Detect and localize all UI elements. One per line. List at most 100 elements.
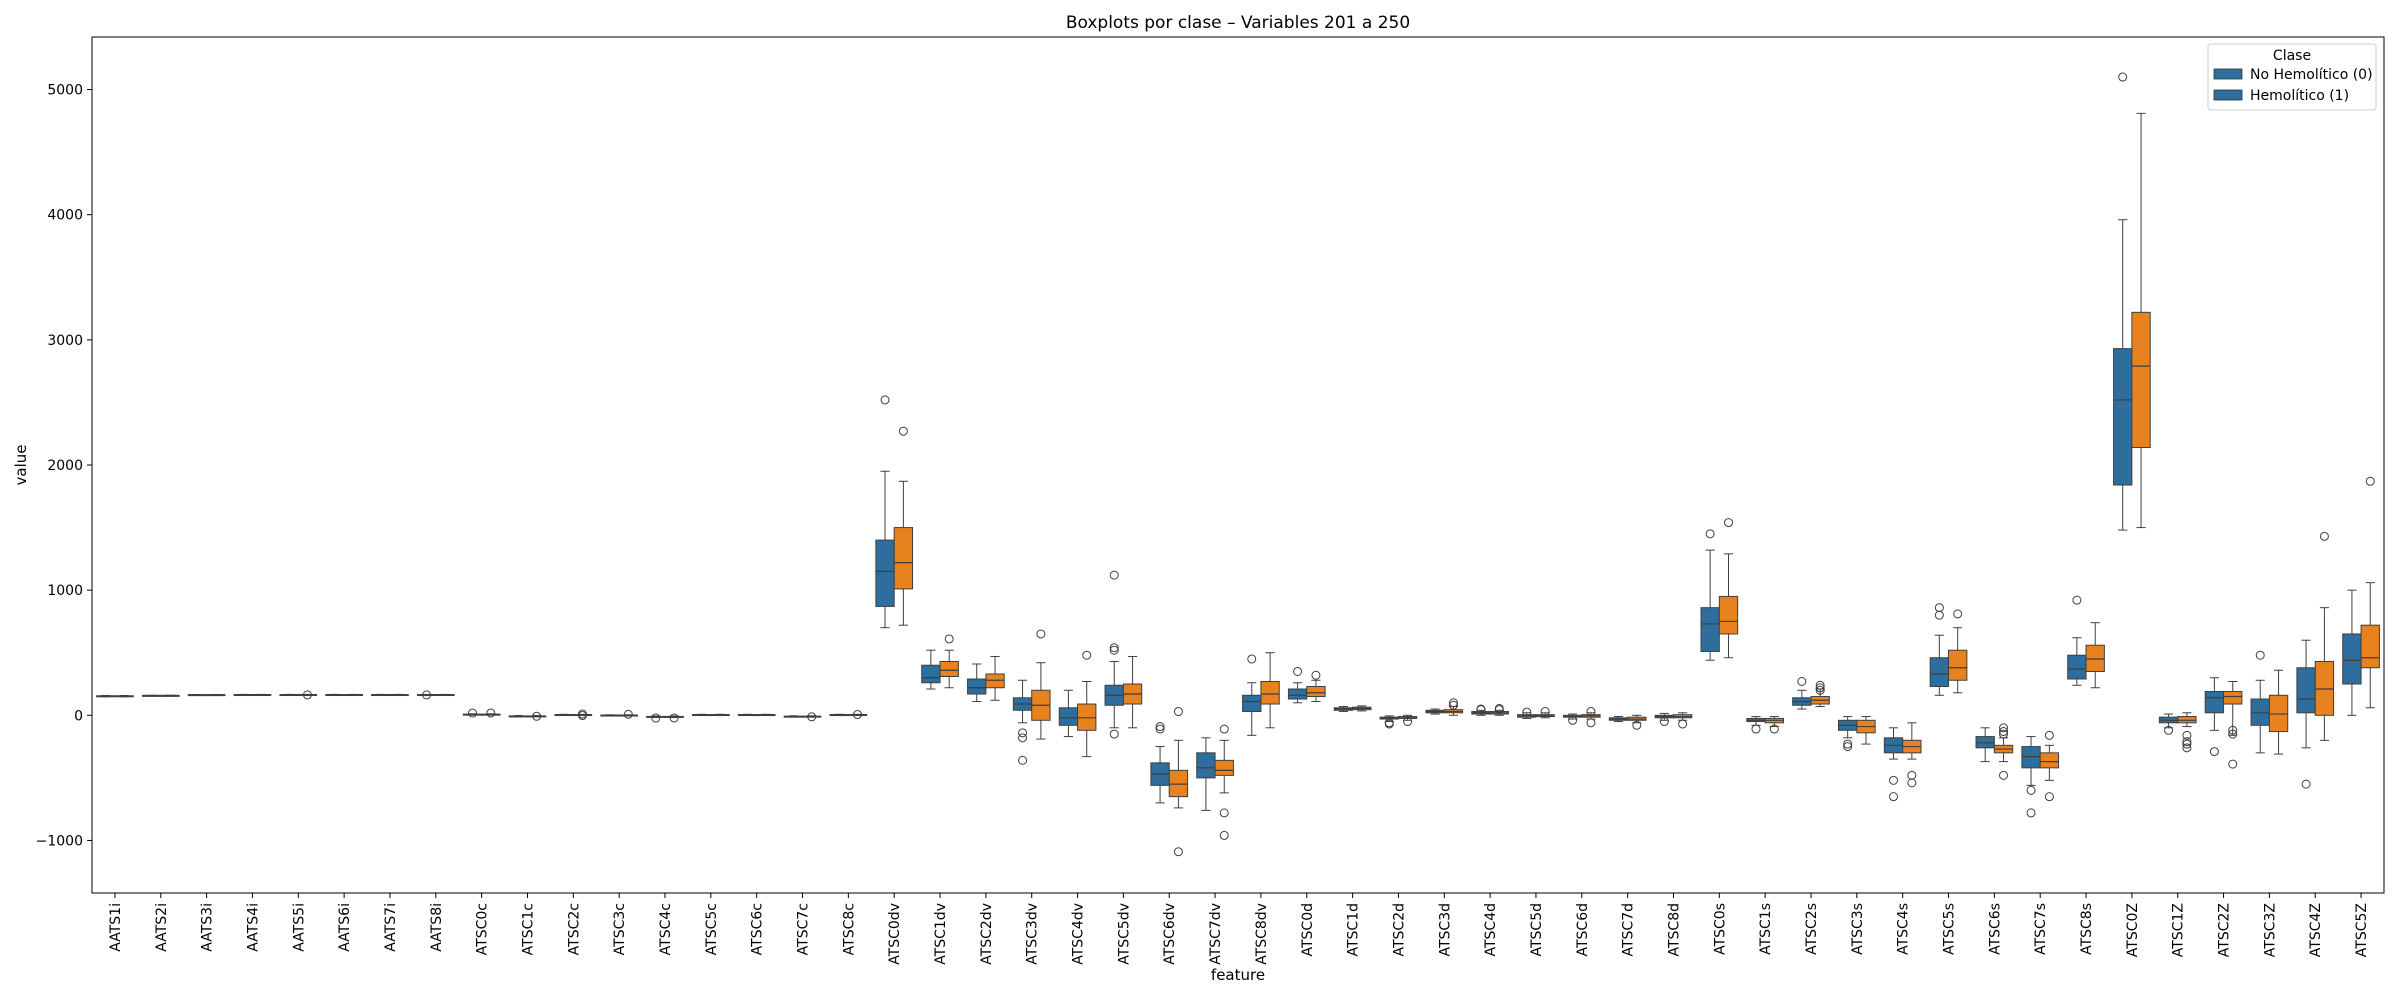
outlier-point	[422, 690, 432, 700]
x-tick-label: ATSC3Z	[2262, 903, 2278, 957]
outlier-point	[2255, 650, 2265, 660]
box-ATSC1c-class-0	[508, 715, 528, 718]
box-ATSC1Z-class-0	[2158, 713, 2179, 735]
x-tick-label: ATSC0d	[1300, 903, 1316, 957]
box-iqr	[1077, 703, 1097, 731]
box-ATSC4s-class-1	[1902, 722, 1922, 788]
x-tick-label: ATSC4Z	[2308, 903, 2324, 957]
legend-swatch-class-0	[2213, 68, 2243, 80]
box-iqr	[1306, 686, 1326, 698]
box-ATSC3s-class-1	[1856, 716, 1876, 745]
box-ATSC4Z-class-0	[2296, 639, 2316, 789]
box-ATSC8d-class-1	[1672, 712, 1693, 729]
y-tick-label: 0	[74, 708, 83, 724]
box-iqr	[2204, 691, 2225, 714]
box-ATSC5Z-class-1	[2360, 476, 2380, 709]
box-ATSC0d-class-1	[1306, 670, 1326, 703]
box-iqr	[2250, 698, 2270, 726]
legend: Clase No Hemolítico (0) Hemolítico (1)	[2207, 43, 2377, 111]
box-iqr	[2314, 660, 2335, 716]
outlier-point	[467, 708, 477, 718]
x-tick-label: ATSC5Z	[2354, 903, 2370, 957]
box-AATS7i-class-1	[389, 693, 409, 697]
outlier-point	[1999, 729, 2009, 739]
outlier-point	[1155, 724, 1165, 734]
x-tick-label: ATSC0s	[1712, 903, 1728, 955]
x-tick-label: ATSC6d	[1575, 903, 1591, 957]
box-ATSC1dv-class-0	[921, 649, 941, 690]
outlier-point	[1109, 570, 1119, 580]
box-ATSC7d-class-0	[1608, 716, 1629, 723]
x-tick-label: ATSC3s	[1850, 903, 1866, 955]
box-ATSC1d-class-0	[1333, 706, 1354, 713]
y-tick-label: 2000	[47, 458, 83, 474]
box-iqr	[1196, 752, 1216, 779]
x-tick-label: ATSC4s	[1896, 903, 1912, 955]
box-AATS5i-class-1	[297, 690, 318, 700]
box-AATS7i-class-0	[371, 693, 391, 697]
box-iqr	[2296, 667, 2316, 714]
outlier-point	[1018, 755, 1028, 765]
box-ATSC2c-class-1	[572, 709, 593, 721]
box-ATSC7c-class-0	[783, 715, 804, 718]
box-AATS1i-class-0	[96, 695, 116, 698]
outlier-point	[898, 426, 908, 436]
x-tick-label: ATSC4dv	[1071, 903, 1087, 965]
box-ATSC5c-class-0	[692, 713, 712, 717]
box-ATSC0dv-class-1	[893, 426, 914, 626]
x-tick-label: ATSC6c	[750, 903, 766, 955]
box-AATS1i-class-1	[114, 695, 134, 698]
box-iqr	[2021, 746, 2041, 769]
outlier-point	[1659, 717, 1669, 727]
outlier-point	[1448, 700, 1458, 710]
box-ATSC0d-class-0	[1287, 666, 1308, 704]
outlier-point	[2182, 730, 2192, 740]
box-ATSC3s-class-0	[1838, 716, 1858, 752]
box-ATSC0c-class-1	[481, 708, 501, 718]
x-tick-label: ATSC7dv	[1208, 903, 1224, 965]
x-tick-label: AATS8i	[429, 903, 445, 952]
box-ATSC5d-class-1	[1535, 707, 1555, 719]
box-ATSC4Z-class-1	[2314, 531, 2335, 741]
box-ATSC3Z-class-1	[2268, 669, 2289, 755]
x-tick-label: ATSC0c	[475, 903, 491, 955]
outlier-point	[2164, 725, 2174, 735]
x-tick-label: ATSC1dv	[933, 903, 949, 965]
legend-label-class-0: No Hemolítico (0)	[2250, 67, 2373, 83]
box-AATS6i-class-0	[325, 693, 345, 697]
outlier-point	[1815, 685, 1825, 695]
x-tick-label: ATSC5c	[704, 903, 720, 955]
outlier-point	[1018, 733, 1028, 743]
box-ATSC2d-class-0	[1379, 715, 1399, 729]
outlier-point	[1797, 677, 1807, 687]
box-ATSC4d-class-0	[1471, 704, 1491, 716]
box-iqr	[1287, 688, 1308, 700]
box-ATSC2d-class-1	[1397, 714, 1418, 727]
outlier-point	[1751, 724, 1761, 734]
box-ATSC2dv-class-0	[967, 663, 987, 703]
outlier-point	[1769, 724, 1779, 734]
box-ATSC3c-class-0	[600, 714, 620, 717]
box-ATSC1s-class-0	[1746, 716, 1766, 734]
box-ATSC4s-class-0	[1883, 727, 1904, 802]
box-AATS3i-class-1	[206, 694, 226, 697]
box-ATSC1s-class-1	[1764, 716, 1784, 734]
x-tick-label: ATSC0Z	[2125, 903, 2141, 957]
box-iqr	[939, 660, 959, 677]
legend-frame	[2207, 43, 2377, 111]
y-axis-label: value	[12, 445, 30, 486]
box-iqr	[1718, 595, 1739, 635]
outlier-point	[2228, 759, 2238, 769]
outlier-point	[1247, 654, 1257, 664]
box-iqr	[985, 673, 1005, 689]
outlier-point	[1219, 724, 1229, 734]
outlier-point	[807, 712, 817, 722]
box-ATSC2dv-class-1	[985, 655, 1005, 701]
box-ATSC5s-class-1	[1948, 609, 1968, 694]
box-ATSC3d-class-1	[1443, 698, 1464, 716]
x-tick-label: AATS1i	[108, 903, 124, 952]
box-ATSC0Z-class-0	[2113, 72, 2133, 531]
x-tick-label: ATSC1d	[1346, 903, 1362, 957]
x-tick-label: AATS6i	[337, 903, 353, 952]
y-tick-label: 4000	[47, 208, 83, 224]
